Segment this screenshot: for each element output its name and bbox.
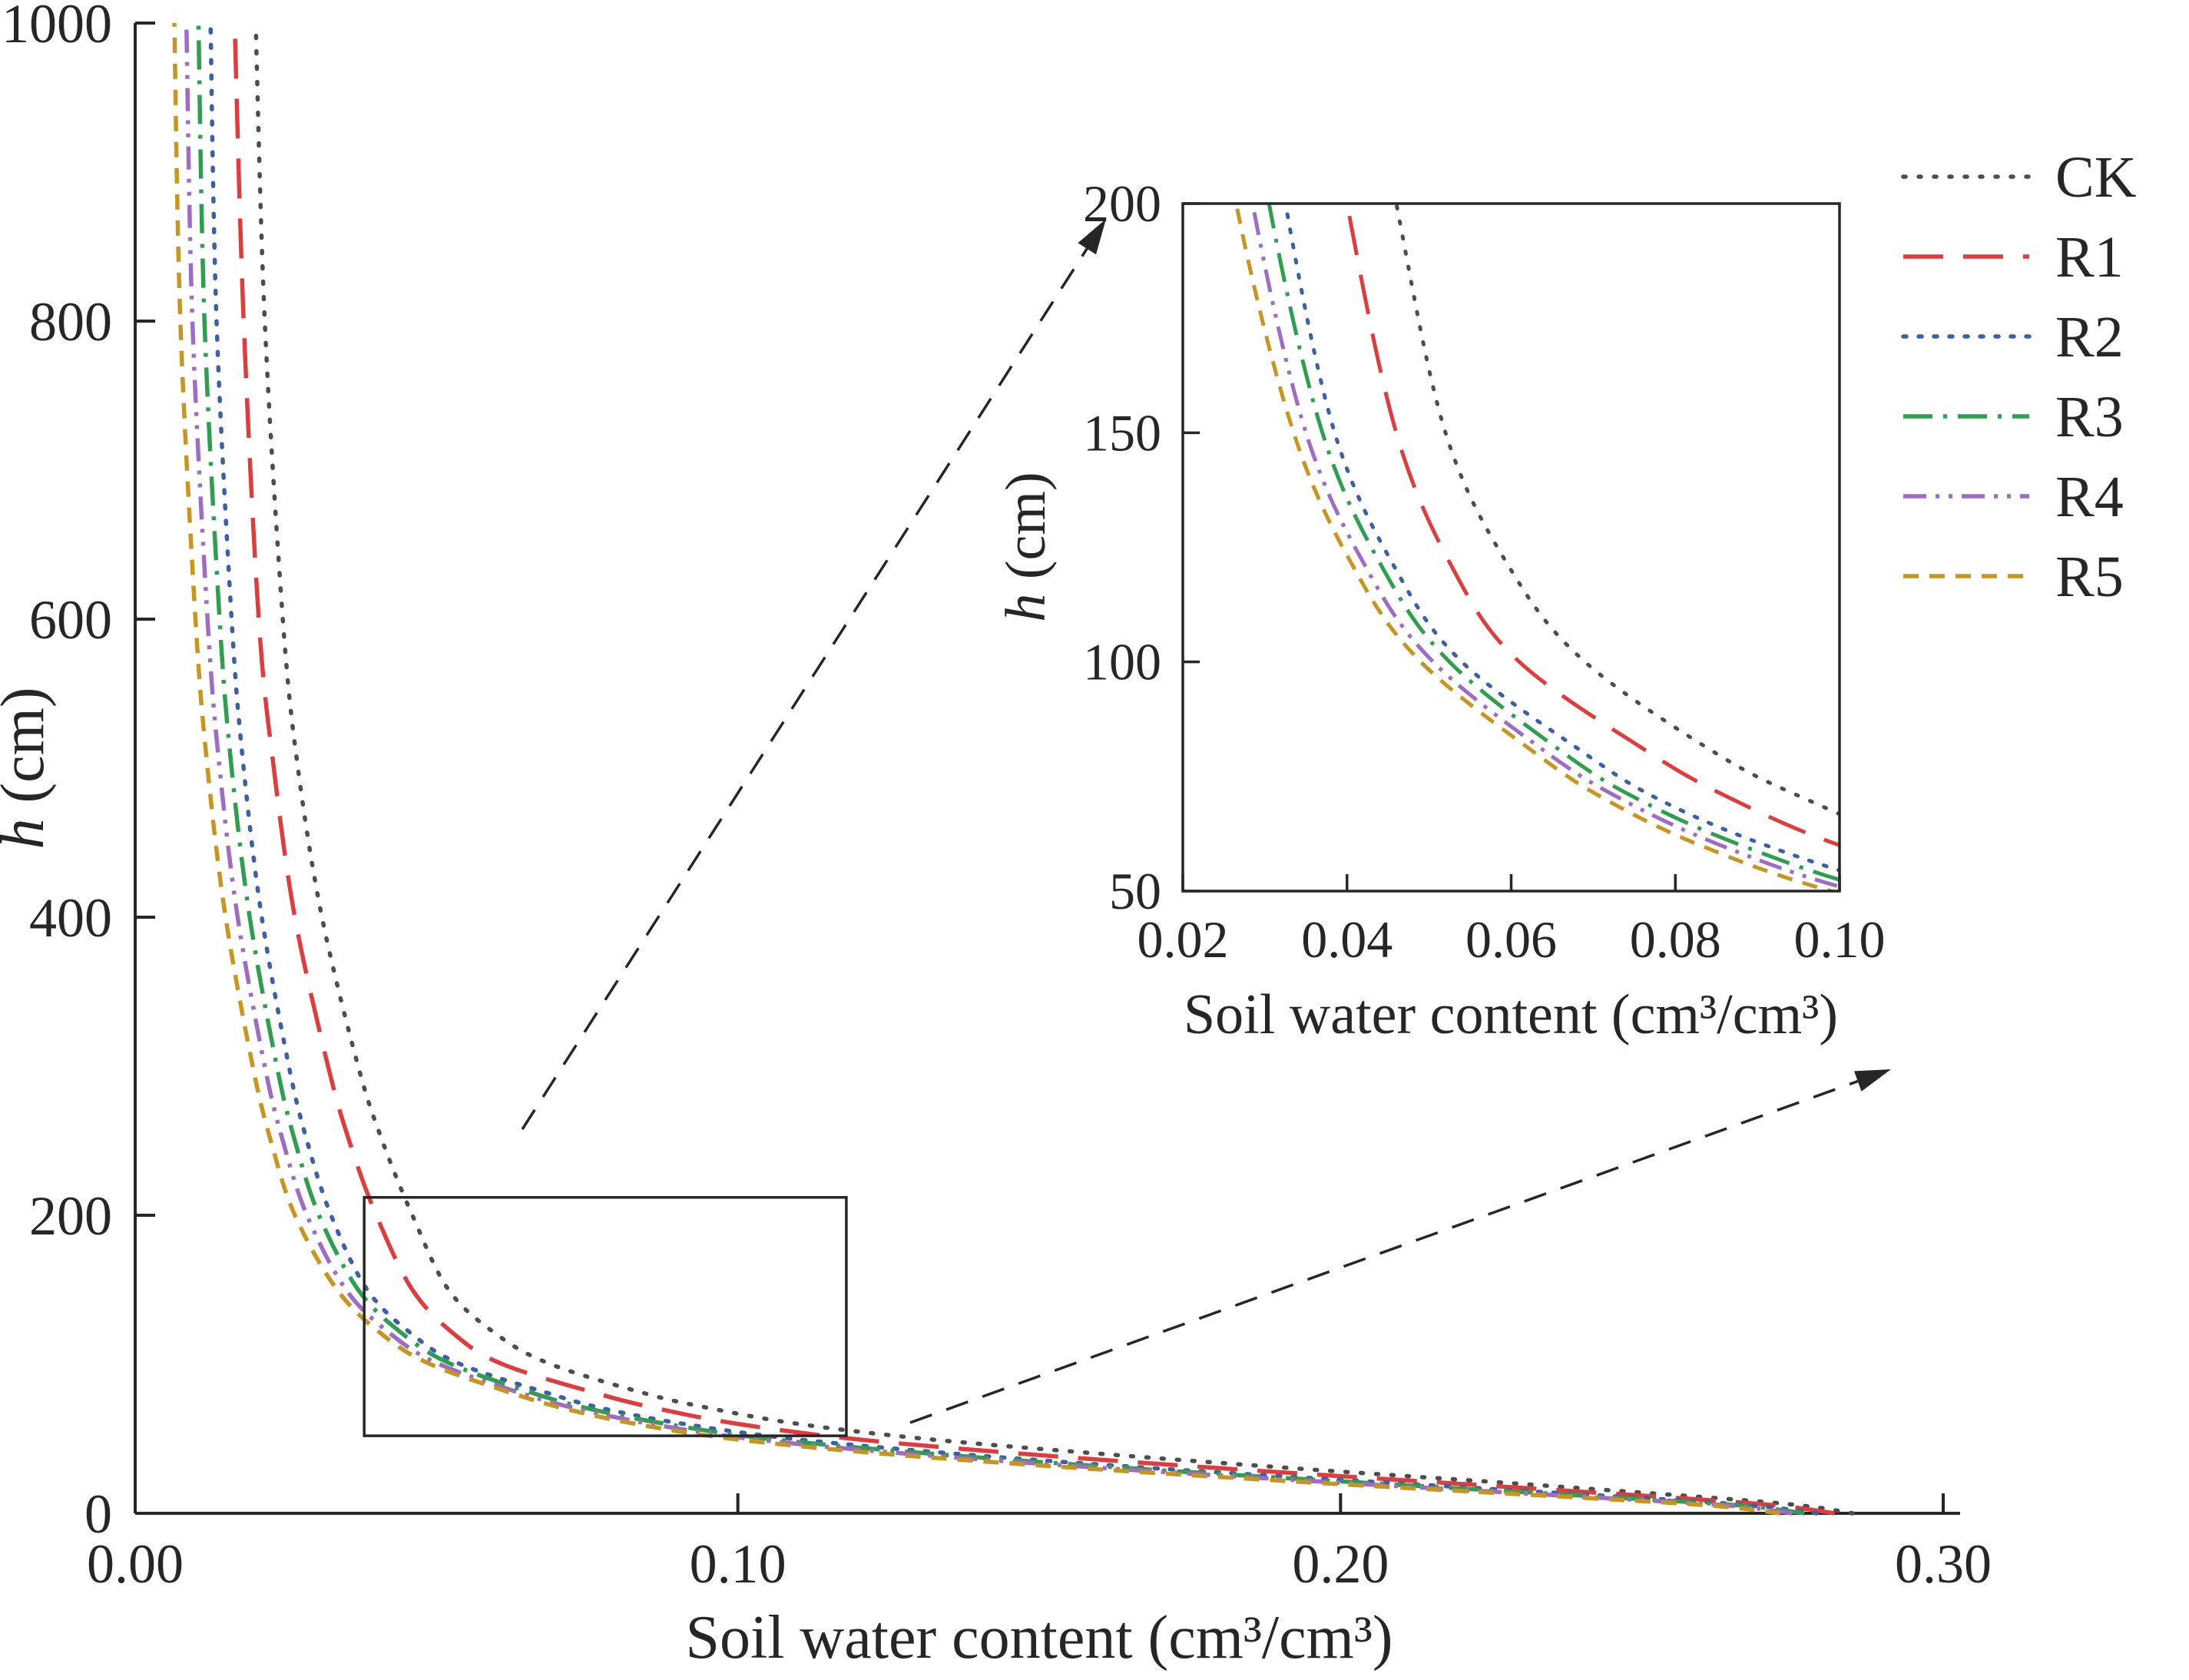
legend-item-r4: R4 — [1903, 465, 2124, 529]
legend: CK R1 R2 R3 R4 R5 — [1901, 145, 2137, 609]
main-tick-labels: 0 200 400 600 800 1000 0.00 0.10 0.20 0.30 — [2, 0, 1992, 1595]
svg-text:400: 400 — [29, 887, 112, 949]
zoom-connector-arrow-upper — [521, 219, 1106, 1130]
legend-label-ck: CK — [2055, 145, 2137, 210]
svg-text:200: 200 — [1083, 174, 1161, 233]
svg-text:0.10: 0.10 — [690, 1533, 787, 1595]
inset-curve-r3 — [1267, 204, 1840, 882]
main-yaxis-label: h (cm) — [0, 687, 57, 849]
legend-item-ck: CK — [1901, 145, 2137, 210]
inset-tick-labels: 50 100 150 200 0.02 0.04 0.06 0.08 0.10 — [1083, 174, 1886, 969]
svg-text:600: 600 — [29, 589, 112, 651]
inset-plot: 50 100 150 200 0.02 0.04 0.06 0.08 0.10 h (cm) — [995, 174, 1886, 969]
curve-r3 — [196, 22, 1805, 1516]
main-xaxis-label: Soil water content (cm³/cm³) — [685, 1604, 1393, 1672]
svg-text:0.10: 0.10 — [1794, 910, 1886, 969]
legend-label-r2: R2 — [2055, 305, 2124, 369]
legend-label-r1: R1 — [2055, 225, 2124, 290]
zoom-connector-arrow-lower — [909, 1069, 1891, 1424]
main-axes — [134, 22, 1960, 1515]
svg-text:0.30: 0.30 — [1895, 1533, 1992, 1595]
svg-text:800: 800 — [29, 291, 112, 353]
legend-item-r3: R3 — [1903, 385, 2124, 449]
legend-item-r2: R2 — [1901, 305, 2124, 369]
curve-r2 — [208, 21, 1819, 1516]
main-curves — [172, 21, 1856, 1516]
inset-ticks — [1181, 202, 1841, 893]
inset-yaxis-label: h (cm) — [995, 472, 1058, 621]
svg-text:1000: 1000 — [2, 0, 112, 55]
svg-text:0.20: 0.20 — [1292, 1533, 1389, 1595]
inset-curve-r2 — [1283, 204, 1840, 873]
curve-r1 — [232, 22, 1836, 1516]
curve-ck — [253, 21, 1856, 1516]
svg-text:50: 50 — [1109, 862, 1161, 920]
svg-text:0: 0 — [84, 1483, 112, 1545]
svg-text:200: 200 — [29, 1185, 112, 1247]
svg-text:0.08: 0.08 — [1630, 910, 1721, 969]
svg-text:100: 100 — [1083, 633, 1161, 691]
legend-label-r3: R3 — [2055, 385, 2124, 449]
svg-text:0.00: 0.00 — [87, 1533, 184, 1595]
inset-curve-ck — [1394, 204, 1840, 817]
svg-text:0.06: 0.06 — [1465, 910, 1557, 969]
svg-text:150: 150 — [1083, 403, 1161, 462]
zoom-region-rectangle — [363, 1195, 848, 1437]
svg-text:0.02: 0.02 — [1138, 910, 1229, 969]
svg-text:0.04: 0.04 — [1301, 910, 1393, 969]
legend-label-r5: R5 — [2055, 545, 2124, 609]
inset-curve-r1 — [1345, 204, 1840, 847]
inset-curves — [1234, 204, 1840, 891]
legend-item-r1: R1 — [1903, 225, 2124, 290]
inset-curve-r5 — [1234, 204, 1839, 891]
curve-r5 — [172, 22, 1781, 1516]
legend-label-r4: R4 — [2055, 465, 2124, 529]
legend-item-r5: R5 — [1903, 545, 2124, 609]
inset-xaxis-label: Soil water content (cm³/cm³) — [1184, 983, 1838, 1046]
